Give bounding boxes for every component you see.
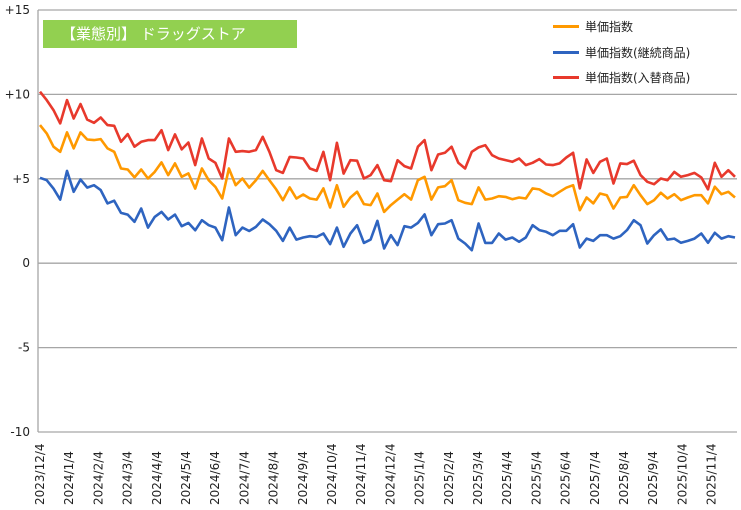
x-tick-label: 2025/3/4 (471, 451, 485, 505)
x-tick-label: 2025/8/4 (617, 451, 631, 505)
legend-item-replacement-products: 単価指数(入替商品) (553, 65, 690, 91)
y-tick-label: -10 (10, 425, 30, 439)
legend-label: 単価指数(入替商品) (585, 71, 691, 86)
y-tick-label: +5 (12, 172, 30, 186)
y-axis-ticks: +15 +10 +5 0 -5 -10 (5, 3, 30, 439)
x-tick-label: 2024/4/4 (150, 451, 164, 505)
x-tick-label: 2024/10/4 (325, 443, 339, 505)
x-tick-label: 2025/7/4 (588, 451, 602, 505)
x-tick-label: 2024/1/4 (62, 451, 76, 505)
series-lines (38, 90, 736, 252)
legend-swatch (553, 50, 579, 54)
x-axis-ticks: 2023/12/4 2024/1/4 2024/2/4 2024/3/4 2024/4/… (33, 443, 719, 505)
x-tick-label: 2025/1/4 (413, 451, 427, 505)
x-tick-label: 2024/12/4 (383, 443, 397, 505)
legend-label: 単価指数(継続商品) (585, 45, 691, 60)
series-line-0 (38, 124, 736, 214)
legend-item-continuing-products: 単価指数(継続商品) (553, 40, 690, 66)
x-tick-label: 2023/12/4 (33, 443, 47, 505)
x-tick-label: 2025/6/4 (559, 451, 573, 505)
chart-title: 【業態別】 ドラッグストア (43, 20, 297, 48)
series-line-1 (39, 169, 736, 252)
x-tick-label: 2024/8/4 (267, 451, 281, 505)
x-tick-label: 2024/6/4 (208, 451, 222, 505)
y-tick-label: +10 (5, 87, 30, 101)
x-tick-label: 2024/2/4 (91, 451, 105, 505)
series-line-2 (38, 90, 736, 191)
legend-label: 単価指数 (585, 20, 634, 35)
x-tick-label: 2025/2/4 (442, 451, 456, 505)
x-tick-label: 2024/11/4 (354, 443, 368, 505)
legend-item-unit-price-index: 単価指数 (553, 14, 690, 40)
x-tick-label: 2025/10/4 (675, 443, 689, 505)
x-tick-label: 2025/9/4 (646, 451, 660, 505)
legend-swatch (553, 76, 579, 80)
y-tick-label: 0 (22, 256, 30, 270)
x-tick-label: 2024/3/4 (121, 451, 135, 505)
x-tick-label: 2025/11/4 (705, 443, 719, 505)
gridlines (37, 9, 737, 433)
x-tick-label: 2024/7/4 (237, 451, 251, 505)
y-tick-label: +15 (5, 3, 30, 17)
y-tick-label: -5 (18, 341, 30, 355)
x-tick-label: 2024/9/4 (296, 451, 310, 505)
x-tick-label: 2024/5/4 (179, 451, 193, 505)
legend-swatch (553, 25, 579, 29)
x-tick-label: 2025/5/4 (529, 451, 543, 505)
x-tick-label: 2025/4/4 (500, 451, 514, 505)
legend: 単価指数 単価指数(継続商品) 単価指数(入替商品) (553, 14, 690, 91)
